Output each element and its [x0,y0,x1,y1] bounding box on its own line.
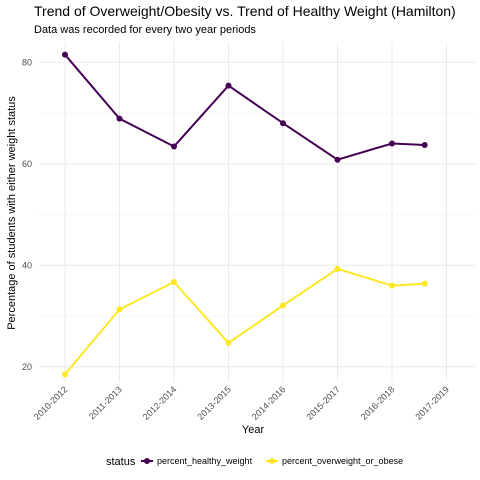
x-axis-ticks: 2010-2012 2011-2013 2012-2014 2013-2015 2014… [32,384,451,422]
x-tick-label: 2015-2017 [304,384,342,422]
data-point-percent_healthy_weight [225,82,232,89]
data-point-percent_overweight_or_obese [280,302,286,309]
series-line-percent_overweight_or_obese [64,267,425,376]
y-tick-label: 40 [22,260,32,270]
legend-label: percent_healthy_weight [157,456,253,466]
y-tick-label: 80 [22,57,32,67]
legend-title: status [106,456,136,468]
data-point-percent_healthy_weight [62,51,68,58]
x-tick-label: 2013-2015 [195,384,233,422]
series-points [62,51,428,378]
data-point-percent_healthy_weight [171,143,177,150]
series-line-percent_healthy_weight [64,54,425,161]
x-tick-label: 2016-2018 [359,384,397,422]
data-point-percent_overweight_or_obese [334,265,341,272]
grid [39,42,476,382]
legend: status percent_healthy_weight percent_ove… [106,456,403,468]
y-axis-ticks: 20 40 60 80 [22,57,32,371]
data-point-percent_healthy_weight [280,120,286,127]
data-point-percent_healthy_weight [334,156,341,163]
data-point-percent_overweight_or_obese [62,371,68,378]
x-tick-label: 2014-2016 [250,384,288,422]
data-point-percent_overweight_or_obese [421,280,428,287]
data-point-percent_healthy_weight [421,142,428,149]
data-point-percent_healthy_weight [116,115,123,122]
series-lines [64,54,425,376]
x-tick-label: 2011-2013 [87,384,124,421]
y-tick-label: 60 [22,159,32,169]
data-point-percent_overweight_or_obese [389,282,395,289]
legend-key-point [269,458,275,464]
x-axis-label: Year [242,424,265,436]
y-axis-label: Percentage of students with either weigh… [6,96,18,330]
x-tick-label: 2017-2019 [413,384,451,422]
data-point-percent_healthy_weight [389,140,395,147]
chart-title: Trend of Overweight/Obesity vs. Trend of… [34,3,456,19]
data-point-percent_overweight_or_obese [225,339,232,346]
y-tick-label: 20 [22,362,32,372]
legend-key-point [144,458,150,464]
data-point-percent_overweight_or_obese [171,279,177,286]
legend-label: percent_overweight_or_obese [282,456,403,466]
data-point-percent_overweight_or_obese [116,306,123,313]
x-tick-label: 2012-2014 [141,384,179,422]
chart-subtitle: Data was recorded for every two year per… [34,24,256,36]
x-tick-label: 2010-2012 [32,384,70,422]
